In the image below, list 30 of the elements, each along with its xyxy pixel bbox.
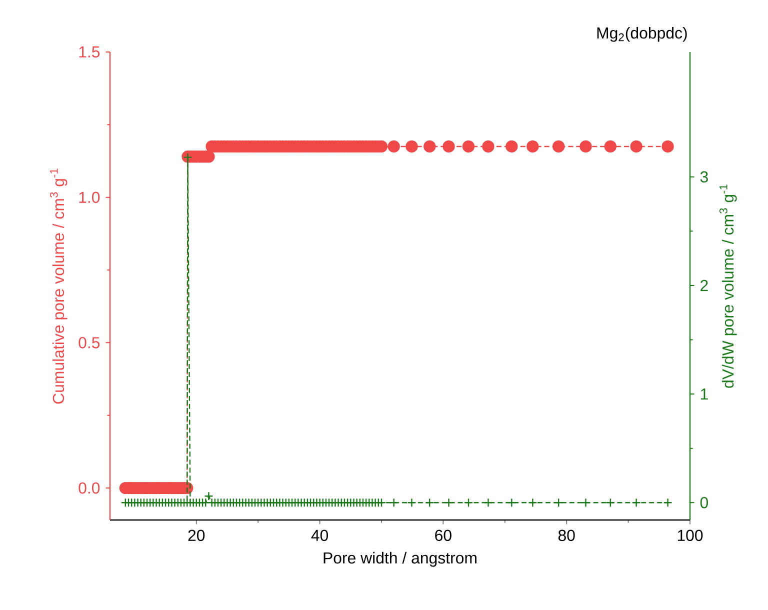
point (526, 140, 539, 153)
point (604, 140, 616, 153)
point (662, 140, 674, 153)
chart-title: Mg$_{2}$(dobpdc) (597, 26, 687, 42)
y-tick-label: 1.5 (79, 46, 100, 58)
y2-tick-label: 1 (700, 388, 708, 400)
point (630, 140, 642, 153)
point (482, 140, 494, 153)
y-tick-label: 0.0 (78, 482, 100, 494)
point (580, 140, 592, 153)
y2-axis-title: dV/dW pore volume / cm$^{3}$ g$^{-1}$ (719, 184, 737, 388)
point (462, 140, 475, 153)
point (424, 140, 436, 153)
y2-tick-label: 2 (700, 280, 708, 292)
x-tick-label: 20 (188, 530, 205, 542)
x-tick-label: 100 (678, 530, 703, 542)
x-tick-label: 40 (311, 530, 328, 542)
point (388, 140, 400, 153)
y-axis-title: Cumulative pore volume / cm$^{3}$ g$^{-1}$ (50, 168, 68, 404)
x-axis-title: Pore width / angstrom (324, 552, 476, 567)
x-tick-label: 60 (435, 530, 452, 542)
point (406, 140, 418, 153)
y2-tick-label: 0 (700, 496, 708, 508)
y-tick-label: 0.5 (78, 337, 100, 348)
y-tick-label: 1.0 (79, 192, 100, 203)
point (506, 140, 518, 153)
point (442, 140, 455, 153)
x-tick-label: 80 (558, 530, 575, 542)
point (552, 140, 565, 153)
y2-tick-label: 3 (700, 171, 708, 183)
